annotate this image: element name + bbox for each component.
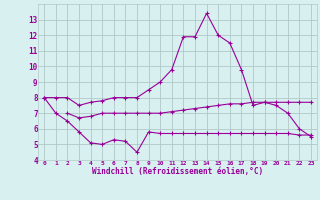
X-axis label: Windchill (Refroidissement éolien,°C): Windchill (Refroidissement éolien,°C): [92, 167, 263, 176]
